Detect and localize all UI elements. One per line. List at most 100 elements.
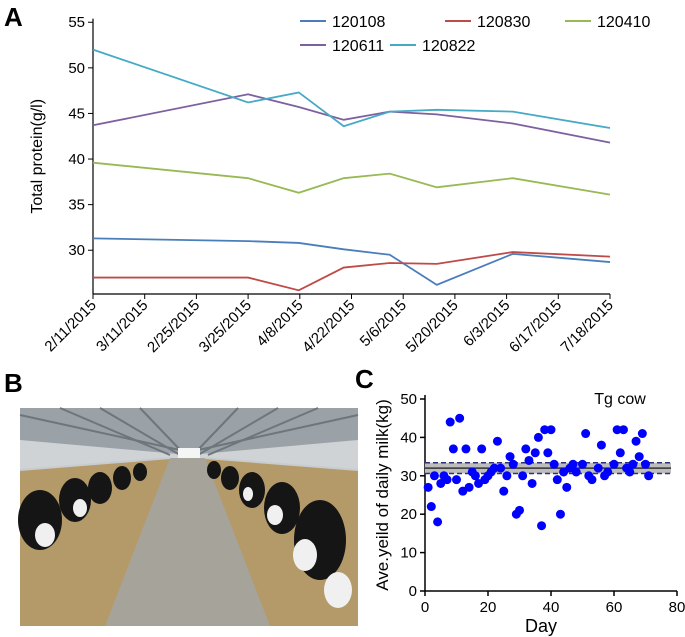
panel-label: B xyxy=(4,368,23,398)
data-point xyxy=(587,475,597,485)
data-point xyxy=(455,413,465,423)
data-point xyxy=(433,517,443,527)
data-line xyxy=(92,48,611,129)
data-point xyxy=(618,425,628,435)
data-point xyxy=(464,482,474,492)
data-point xyxy=(593,463,603,473)
y-tick-label: 40 xyxy=(400,429,417,446)
y-tick-label: 10 xyxy=(400,545,417,562)
data-point xyxy=(426,502,436,512)
data-point xyxy=(489,463,499,473)
x-tick-label: 5/20/2015 xyxy=(403,297,462,356)
data-point xyxy=(641,459,650,469)
data-point xyxy=(499,486,509,496)
data-point xyxy=(562,482,572,492)
x-tick-label: 80 xyxy=(669,599,685,616)
data-point xyxy=(530,448,540,458)
y-tick-label: 0 xyxy=(409,583,417,600)
data-point xyxy=(637,429,647,439)
panel-label: A xyxy=(4,2,23,32)
y-tick-label: 30 xyxy=(400,468,417,485)
data-point xyxy=(429,471,439,481)
data-point xyxy=(603,467,613,477)
legend-label: 120108 xyxy=(332,14,385,31)
data-point xyxy=(445,417,455,427)
y-tick-label: 20 xyxy=(400,506,417,523)
y-axis-label: Total protein(g/l) xyxy=(29,99,46,214)
y-tick-label: 40 xyxy=(68,151,85,168)
data-point xyxy=(508,459,518,469)
y-tick-label: 30 xyxy=(68,242,85,259)
legend-label: 120611 xyxy=(332,38,384,55)
data-point xyxy=(502,471,512,481)
data-point xyxy=(546,425,556,435)
data-point xyxy=(518,471,528,481)
data-line xyxy=(93,251,611,292)
y-tick-label: 50 xyxy=(68,60,85,77)
data-point xyxy=(552,475,562,485)
x-axis-label: Day xyxy=(525,616,557,636)
data-point xyxy=(442,475,452,485)
y-tick-label: 45 xyxy=(68,105,85,122)
y-axis-label: Ave.yeild of daily milk(kg) xyxy=(373,399,392,590)
x-tick-label: 6/3/2015 xyxy=(460,297,513,350)
legend-label: 120830 xyxy=(477,14,530,31)
x-tick-label: 3/25/2015 xyxy=(196,297,255,356)
data-point xyxy=(625,467,635,477)
x-tick-label: 2/25/2015 xyxy=(144,297,203,356)
data-point xyxy=(524,455,534,465)
data-point xyxy=(568,459,578,469)
x-tick-label: 7/18/2015 xyxy=(558,297,617,356)
data-line xyxy=(92,93,611,144)
x-tick-label: 40 xyxy=(543,599,560,616)
data-point xyxy=(452,475,461,485)
data-line xyxy=(92,237,611,286)
data-point xyxy=(515,505,524,515)
x-tick-label: 20 xyxy=(480,599,497,616)
x-tick-label: 4/22/2015 xyxy=(299,297,358,356)
data-point xyxy=(609,459,619,469)
y-tick-label: 50 xyxy=(400,391,417,408)
x-tick-label: 0 xyxy=(421,599,429,616)
data-point xyxy=(527,478,537,488)
data-point xyxy=(634,452,644,462)
panel-label: C xyxy=(355,364,374,394)
data-point xyxy=(615,448,625,458)
x-tick-label: 3/11/2015 xyxy=(93,297,151,355)
legend-label: 120410 xyxy=(597,14,650,31)
x-tick-label: 6/17/2015 xyxy=(506,297,565,356)
y-tick-label: 35 xyxy=(68,197,85,214)
x-tick-label: 4/8/2015 xyxy=(253,297,306,350)
x-tick-label: 2/11/2015 xyxy=(41,297,99,355)
x-tick-label: 60 xyxy=(606,599,623,616)
data-point xyxy=(543,448,553,458)
data-point xyxy=(612,425,622,435)
data-point xyxy=(631,436,641,446)
chart-title: Tg cow xyxy=(594,391,646,408)
data-point xyxy=(540,425,550,435)
data-point xyxy=(555,509,565,519)
data-point xyxy=(477,444,487,454)
data-line xyxy=(92,161,611,196)
data-point xyxy=(470,471,480,481)
data-point xyxy=(492,436,502,446)
barn-photo xyxy=(18,407,359,626)
data-point xyxy=(596,440,606,450)
data-point xyxy=(581,429,591,439)
data-point xyxy=(496,463,506,473)
data-point xyxy=(505,452,515,462)
data-point xyxy=(423,482,433,492)
data-point xyxy=(521,444,531,454)
y-tick-label: 55 xyxy=(68,14,85,31)
data-point xyxy=(628,459,638,469)
data-point xyxy=(533,432,543,442)
data-point xyxy=(537,521,547,531)
data-point xyxy=(571,467,581,477)
data-point xyxy=(644,471,654,481)
data-point xyxy=(461,444,471,454)
legend-label: 120822 xyxy=(422,38,475,55)
data-point xyxy=(448,444,458,454)
data-point xyxy=(578,459,587,469)
data-point xyxy=(549,459,559,469)
